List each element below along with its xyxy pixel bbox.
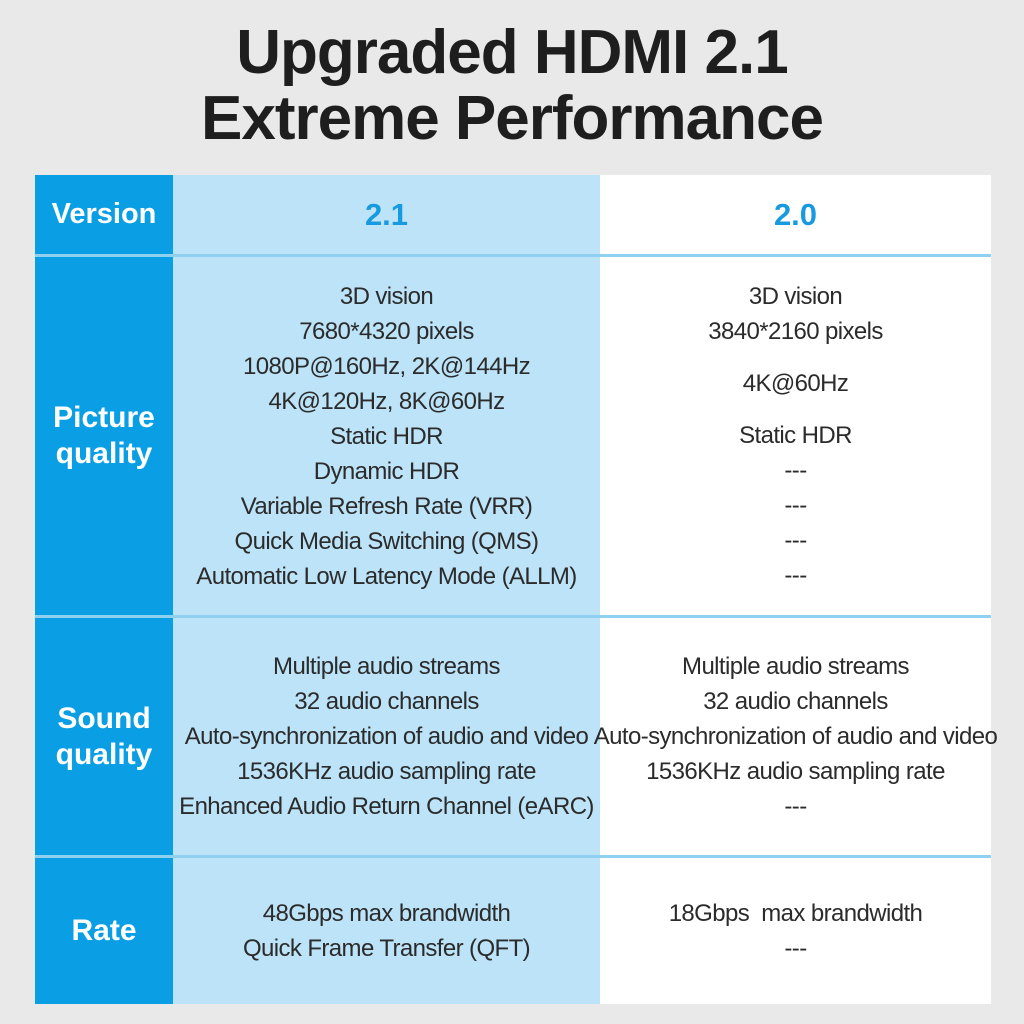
spec-line: 32 audio channels (703, 688, 888, 715)
sound-quality-label-cell: Sound quality (35, 618, 173, 858)
spec-line: Dynamic HDR (313, 457, 460, 485)
comparison-table: Version 2.1 2.0 Picture quality 3D vision… (35, 175, 998, 1004)
sound-quality-20-cell: Multiple audio streams 32 audio channels A… (594, 618, 998, 858)
rate-21-cell: 48Gbps max brandwidth Quick Frame Transfe… (173, 858, 600, 1004)
spec-line: --- (784, 457, 807, 484)
spec-line: Quick Frame Transfer (QFT) (242, 935, 531, 962)
spec-line: Static HDR (330, 422, 443, 450)
spec-line: Quick Media Switching (QMS) (234, 527, 539, 555)
picture-quality-21-cell: 3D vision 7680*4320 pixels 1080P@160Hz, 2K… (173, 257, 600, 618)
picture-quality-label-cell: Picture quality (35, 257, 173, 618)
spec-line: --- (784, 793, 807, 820)
spec-line: 1536KHz audio sampling rate (237, 758, 536, 785)
spec-line: Automatic Low Latency Mode (ALLM) (196, 562, 577, 590)
row-sound-quality: Sound quality Multiple audio streams 32 au… (35, 618, 998, 858)
rate-label-cell: Rate (35, 858, 173, 1004)
row-label-line: Rate (71, 914, 137, 947)
version-label-cell: Version (35, 175, 173, 257)
row-picture-quality: Picture quality 3D vision 7680*4320 pixels… (35, 257, 991, 618)
spec-line: 4K@60Hz (742, 370, 849, 397)
spec-line: 1080P@160Hz, 2K@144Hz (243, 352, 531, 380)
spec-line: Auto-synchronization of audio and video (184, 723, 589, 750)
spec-line: --- (784, 492, 807, 519)
row-label-line: quality (55, 737, 153, 771)
spec-line: Multiple audio streams (682, 653, 910, 680)
title-line-1: Upgraded HDMI 2.1 (236, 18, 788, 87)
spec-line: 3D vision (339, 282, 434, 310)
spec-line: Static HDR (739, 422, 852, 449)
version-21-value: 2.1 (364, 196, 409, 232)
spec-line: 3D vision (748, 283, 843, 310)
spec-line: 48Gbps max brandwidth (262, 900, 511, 927)
spec-line: 4K@120Hz, 8K@60Hz (268, 387, 506, 415)
row-label-line: Picture (53, 401, 155, 434)
page-title: Upgraded HDMI 2.1 Extreme Performance (0, 20, 1024, 152)
spec-line: Multiple audio streams (273, 653, 501, 680)
spec-line: 18Gbps max brandwidth (668, 900, 923, 927)
picture-quality-20-cell: 3D vision 3840*2160 pixels 4K@60Hz Static H… (600, 257, 991, 618)
sound-quality-21-cell: Multiple audio streams 32 audio channels A… (173, 618, 600, 858)
spec-line: --- (784, 527, 807, 554)
spec-line: Enhanced Audio Return Channel (eARC) (179, 793, 594, 820)
version-21-cell: 2.1 (173, 175, 600, 257)
spec-line: Auto-synchronization of audio and video (593, 723, 998, 750)
spec-line: 32 audio channels (294, 688, 479, 715)
spec-line: --- (784, 935, 807, 962)
spec-line: 7680*4320 pixels (299, 317, 474, 345)
rate-20-cell: 18Gbps max brandwidth --- (600, 858, 991, 1004)
row-version: Version 2.1 2.0 (35, 175, 991, 257)
version-20-value: 2.0 (773, 196, 818, 232)
row-rate: Rate 48Gbps max brandwidth Quick Frame Tr… (35, 858, 991, 1004)
spec-line: 1536KHz audio sampling rate (646, 758, 945, 785)
spec-line: Variable Refresh Rate (VRR) (240, 492, 533, 520)
title-line-2: Extreme Performance (201, 84, 824, 153)
row-label-line: Sound (57, 701, 151, 735)
spec-line: --- (784, 562, 807, 589)
spec-line: 3840*2160 pixels (708, 318, 883, 345)
version-label: Version (51, 198, 157, 230)
version-20-cell: 2.0 (600, 175, 991, 257)
row-label-line: quality (55, 437, 153, 470)
